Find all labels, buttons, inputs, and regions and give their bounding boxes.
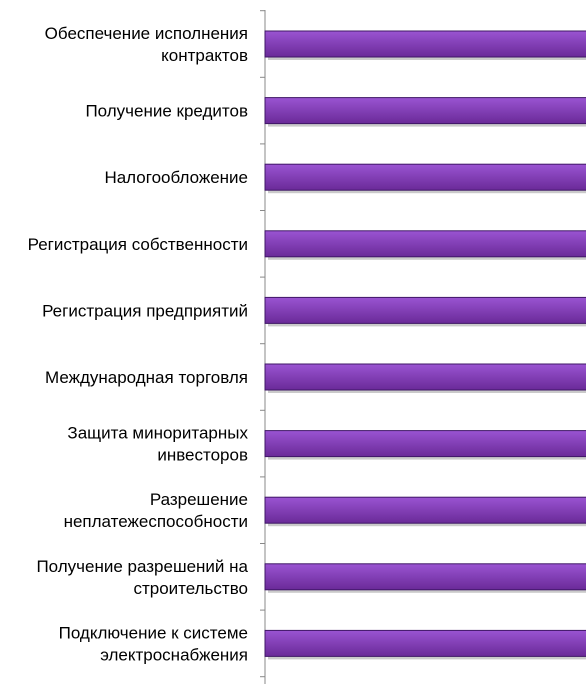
category-label-line: Налогообложение (104, 168, 248, 187)
bar (264, 496, 586, 524)
bar (264, 430, 586, 458)
category-label: Обеспечение исполнения контрактов (45, 24, 248, 65)
category-label: Получение кредитов (85, 102, 248, 121)
category-label-line: инвесторов (157, 446, 248, 465)
bar (264, 163, 586, 191)
category-label-line: Получение кредитов (85, 102, 248, 121)
bar (264, 97, 586, 125)
category-label-line: Разрешение (150, 490, 248, 509)
category-label: Разрешение неплатежеспособности (64, 490, 248, 531)
category-label-line: Подключение к системе (59, 623, 248, 642)
category-label-line: контрактов (161, 46, 248, 65)
category-label-line: строительство (133, 579, 248, 598)
category-label-line: электроснабжения (100, 645, 248, 664)
bar (264, 230, 586, 258)
category-label-line: Регистрация предприятий (42, 301, 248, 320)
category-label: Международная торговля (45, 368, 248, 387)
category-label-line: Международная торговля (45, 368, 248, 387)
chart-marks: 15Обеспечение исполненияконтрактов15Полу… (28, 10, 586, 684)
category-label-line: Защита миноритарных (67, 424, 248, 443)
category-label: Регистрация собственности (28, 235, 248, 254)
bar (264, 563, 586, 591)
category-label-line: неплатежеспособности (64, 512, 248, 531)
bar (264, 363, 586, 391)
category-label: Подключение к системе электроснабжения (59, 623, 248, 664)
category-label-line: Получение разрешений на (36, 557, 248, 576)
category-label: Защита миноритарных инвесторов (67, 424, 248, 465)
category-label: Налогообложение (104, 168, 248, 187)
category-label: Регистрация предприятий (42, 301, 248, 320)
bar (264, 629, 586, 657)
category-label-line: Обеспечение исполнения (45, 24, 248, 43)
bar (264, 296, 586, 324)
bar (264, 30, 586, 58)
category-label-line: Регистрация собственности (28, 235, 248, 254)
category-label: Получение разрешений на строительство (36, 557, 248, 598)
